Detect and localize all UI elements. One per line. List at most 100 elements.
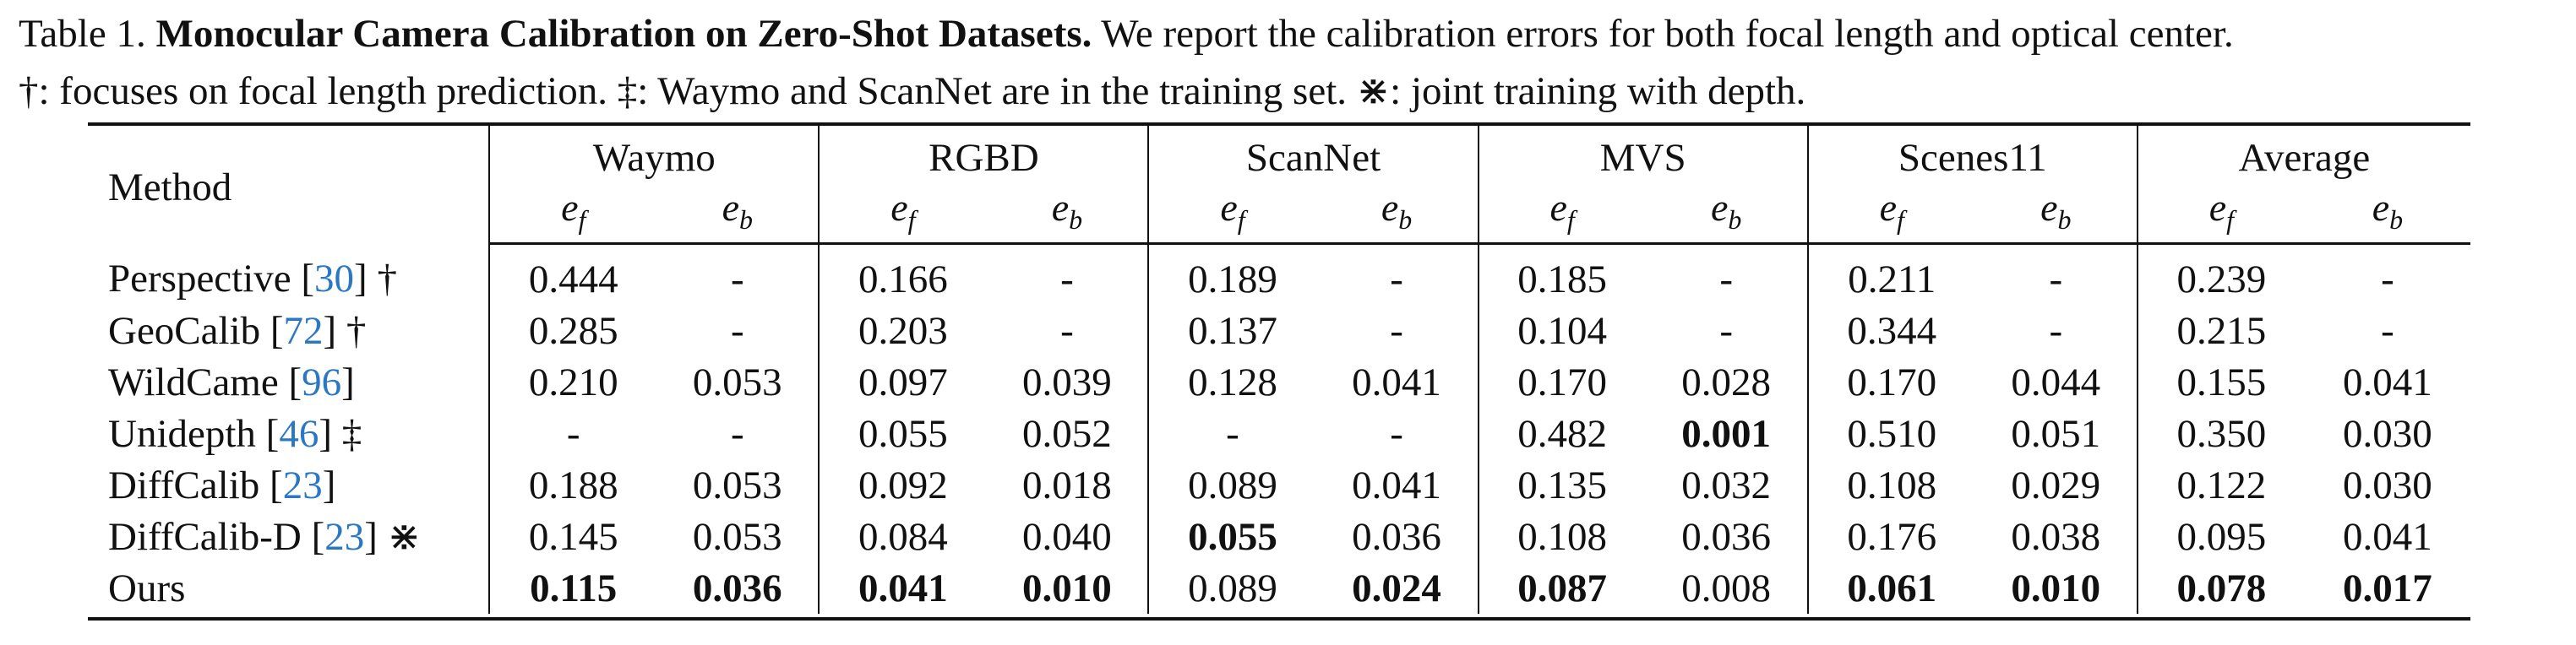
- citation-link[interactable]: 30: [314, 256, 355, 301]
- cell-eb: 0.039: [1022, 360, 1112, 404]
- cell-ef: 0.061: [1806, 562, 1975, 615]
- method-suffix: ] †: [323, 308, 367, 353]
- cell-eb: 0.038: [2011, 514, 2101, 559]
- table-row: Perspective [30] † 0.444-0.166-0.189-0.18…: [88, 243, 2470, 306]
- metric-subscript: f: [578, 204, 586, 236]
- cell-ef: 0.095: [2136, 511, 2305, 563]
- cell-ef: 0.135: [1477, 459, 1646, 512]
- table-caption: Table 1. Monocular Camera Calibration on…: [19, 5, 2562, 120]
- metric-symbol: e: [1381, 186, 1399, 229]
- cell-eb: -: [1719, 308, 1733, 353]
- group-header-average: Average: [2136, 124, 2470, 185]
- cell-ef: 0.239: [2136, 243, 2305, 306]
- cell-ef: 0.145: [488, 511, 657, 563]
- metric-subscript: f: [1237, 204, 1245, 236]
- table-row: Unidepth [46] ‡ - -0.055 0.052- -0.482 0.001 0…: [88, 408, 2470, 460]
- cell-ef: 0.510: [1806, 408, 1975, 460]
- cell-eb: -: [2381, 308, 2394, 353]
- table-row: DiffCalib-D [23] ⋇ 0.145 0.053 0.084 0.040 0.…: [88, 511, 2470, 563]
- metric-symbol: e: [2040, 186, 2058, 229]
- cell-ef: 0.041: [818, 562, 987, 615]
- caption-line-2: †: focuses on focal length prediction. ‡…: [19, 69, 1806, 113]
- cell-eb: 0.030: [2343, 411, 2432, 456]
- cell-eb: 0.008: [1681, 566, 1772, 610]
- metric-header-ef: ef: [488, 185, 657, 246]
- method-label: WildCame [: [108, 360, 302, 404]
- cell-ef: 0.104: [1477, 305, 1646, 357]
- cell-ef: 0.189: [1147, 243, 1316, 306]
- cell-eb: 0.040: [1022, 514, 1112, 559]
- group-header-mvs: MVS: [1477, 124, 1808, 185]
- cell-eb: 0.051: [2011, 411, 2101, 456]
- method-name: WildCame [96]: [88, 356, 489, 408]
- metric-header-ef: ef: [1806, 185, 1975, 246]
- cell-ef: -: [488, 408, 657, 460]
- metric-header-eb: eb: [1645, 185, 1808, 246]
- cell-ef: 0.285: [488, 305, 657, 357]
- method-label: GeoCalib [: [108, 308, 284, 353]
- cell-ef: 0.482: [1477, 408, 1646, 460]
- method-label: DiffCalib [: [108, 463, 283, 507]
- group-header-waymo: Waymo: [488, 124, 820, 185]
- method-name: Perspective [30] †: [88, 244, 489, 306]
- metric-header-eb: eb: [1974, 185, 2138, 246]
- metric-symbol: e: [1549, 186, 1567, 229]
- metric-symbol: e: [1710, 186, 1729, 229]
- method-name: DiffCalib-D [23] ⋇: [88, 511, 489, 562]
- cell-ef: 0.084: [818, 511, 987, 563]
- cell-eb: -: [2049, 308, 2063, 353]
- metric-subscript: b: [1398, 204, 1413, 236]
- cell-eb: -: [1390, 308, 1403, 353]
- table-row: DiffCalib [23] 0.188 0.053 0.092 0.018 0.089 0…: [88, 459, 2470, 512]
- cell-eb: 0.001: [1681, 411, 1772, 456]
- cell-eb: 0.053: [692, 514, 782, 559]
- method-name: GeoCalib [72] †: [88, 305, 489, 356]
- citation-link[interactable]: 23: [324, 515, 365, 560]
- metric-header-ef: ef: [1477, 185, 1646, 246]
- cell-eb: 0.024: [1352, 566, 1441, 610]
- metric-subscript: f: [1566, 204, 1575, 236]
- cell-ef: 0.210: [488, 356, 657, 409]
- metric-header-eb: eb: [1315, 185, 1479, 246]
- cell-eb: -: [730, 308, 744, 353]
- citation-link[interactable]: 46: [279, 411, 319, 456]
- cell-ef: 0.170: [1806, 356, 1975, 409]
- cell-eb: 0.044: [2011, 360, 2101, 404]
- citation-link[interactable]: 72: [283, 308, 324, 353]
- header-row-metrics: ef eb ef eb ef eb ef eb ef eb ef eb: [88, 185, 2470, 246]
- cell-eb: -: [1060, 308, 1074, 353]
- cell-ef: -: [1147, 408, 1316, 460]
- metric-subscript: b: [2057, 204, 2072, 236]
- table-row: WildCame [96] 0.210 0.053 0.097 0.039 0.128 0.…: [88, 356, 2470, 409]
- cell-ef: 0.137: [1147, 305, 1316, 357]
- cell-ef: 0.122: [2136, 459, 2305, 512]
- cell-ef: 0.170: [1477, 356, 1646, 409]
- cell-ef: 0.203: [818, 305, 987, 357]
- metric-symbol: e: [1051, 186, 1070, 229]
- method-label: Perspective [: [108, 256, 315, 301]
- cell-ef: 0.188: [488, 459, 657, 512]
- cell-ef: 0.344: [1806, 305, 1975, 357]
- cell-ef: 0.215: [2136, 305, 2305, 357]
- metric-header-eb: eb: [2304, 185, 2470, 246]
- cell-eb: -: [2381, 257, 2394, 301]
- cell-eb: 0.010: [2011, 566, 2101, 610]
- cell-eb: -: [730, 257, 744, 301]
- method-name: Unidepth [46] ‡: [88, 408, 489, 459]
- cell-eb: 0.053: [692, 360, 782, 404]
- cell-ef: 0.108: [1477, 511, 1646, 563]
- citation-link[interactable]: 23: [282, 463, 323, 507]
- metric-header-ef: ef: [2136, 185, 2305, 246]
- metric-subscript: b: [1728, 204, 1742, 236]
- cell-eb: 0.030: [2343, 463, 2432, 507]
- cell-eb: 0.036: [1352, 514, 1441, 559]
- cell-ef: 0.444: [488, 243, 657, 306]
- cell-ef: 0.055: [818, 408, 987, 460]
- citation-link[interactable]: 96: [302, 360, 342, 404]
- cell-ef: 0.185: [1477, 243, 1646, 306]
- cell-eb: -: [1390, 411, 1403, 456]
- group-header-scannet: ScanNet: [1147, 124, 1479, 185]
- cell-eb: -: [730, 411, 744, 456]
- metric-symbol: e: [2208, 186, 2227, 229]
- metric-subscript: f: [907, 204, 916, 236]
